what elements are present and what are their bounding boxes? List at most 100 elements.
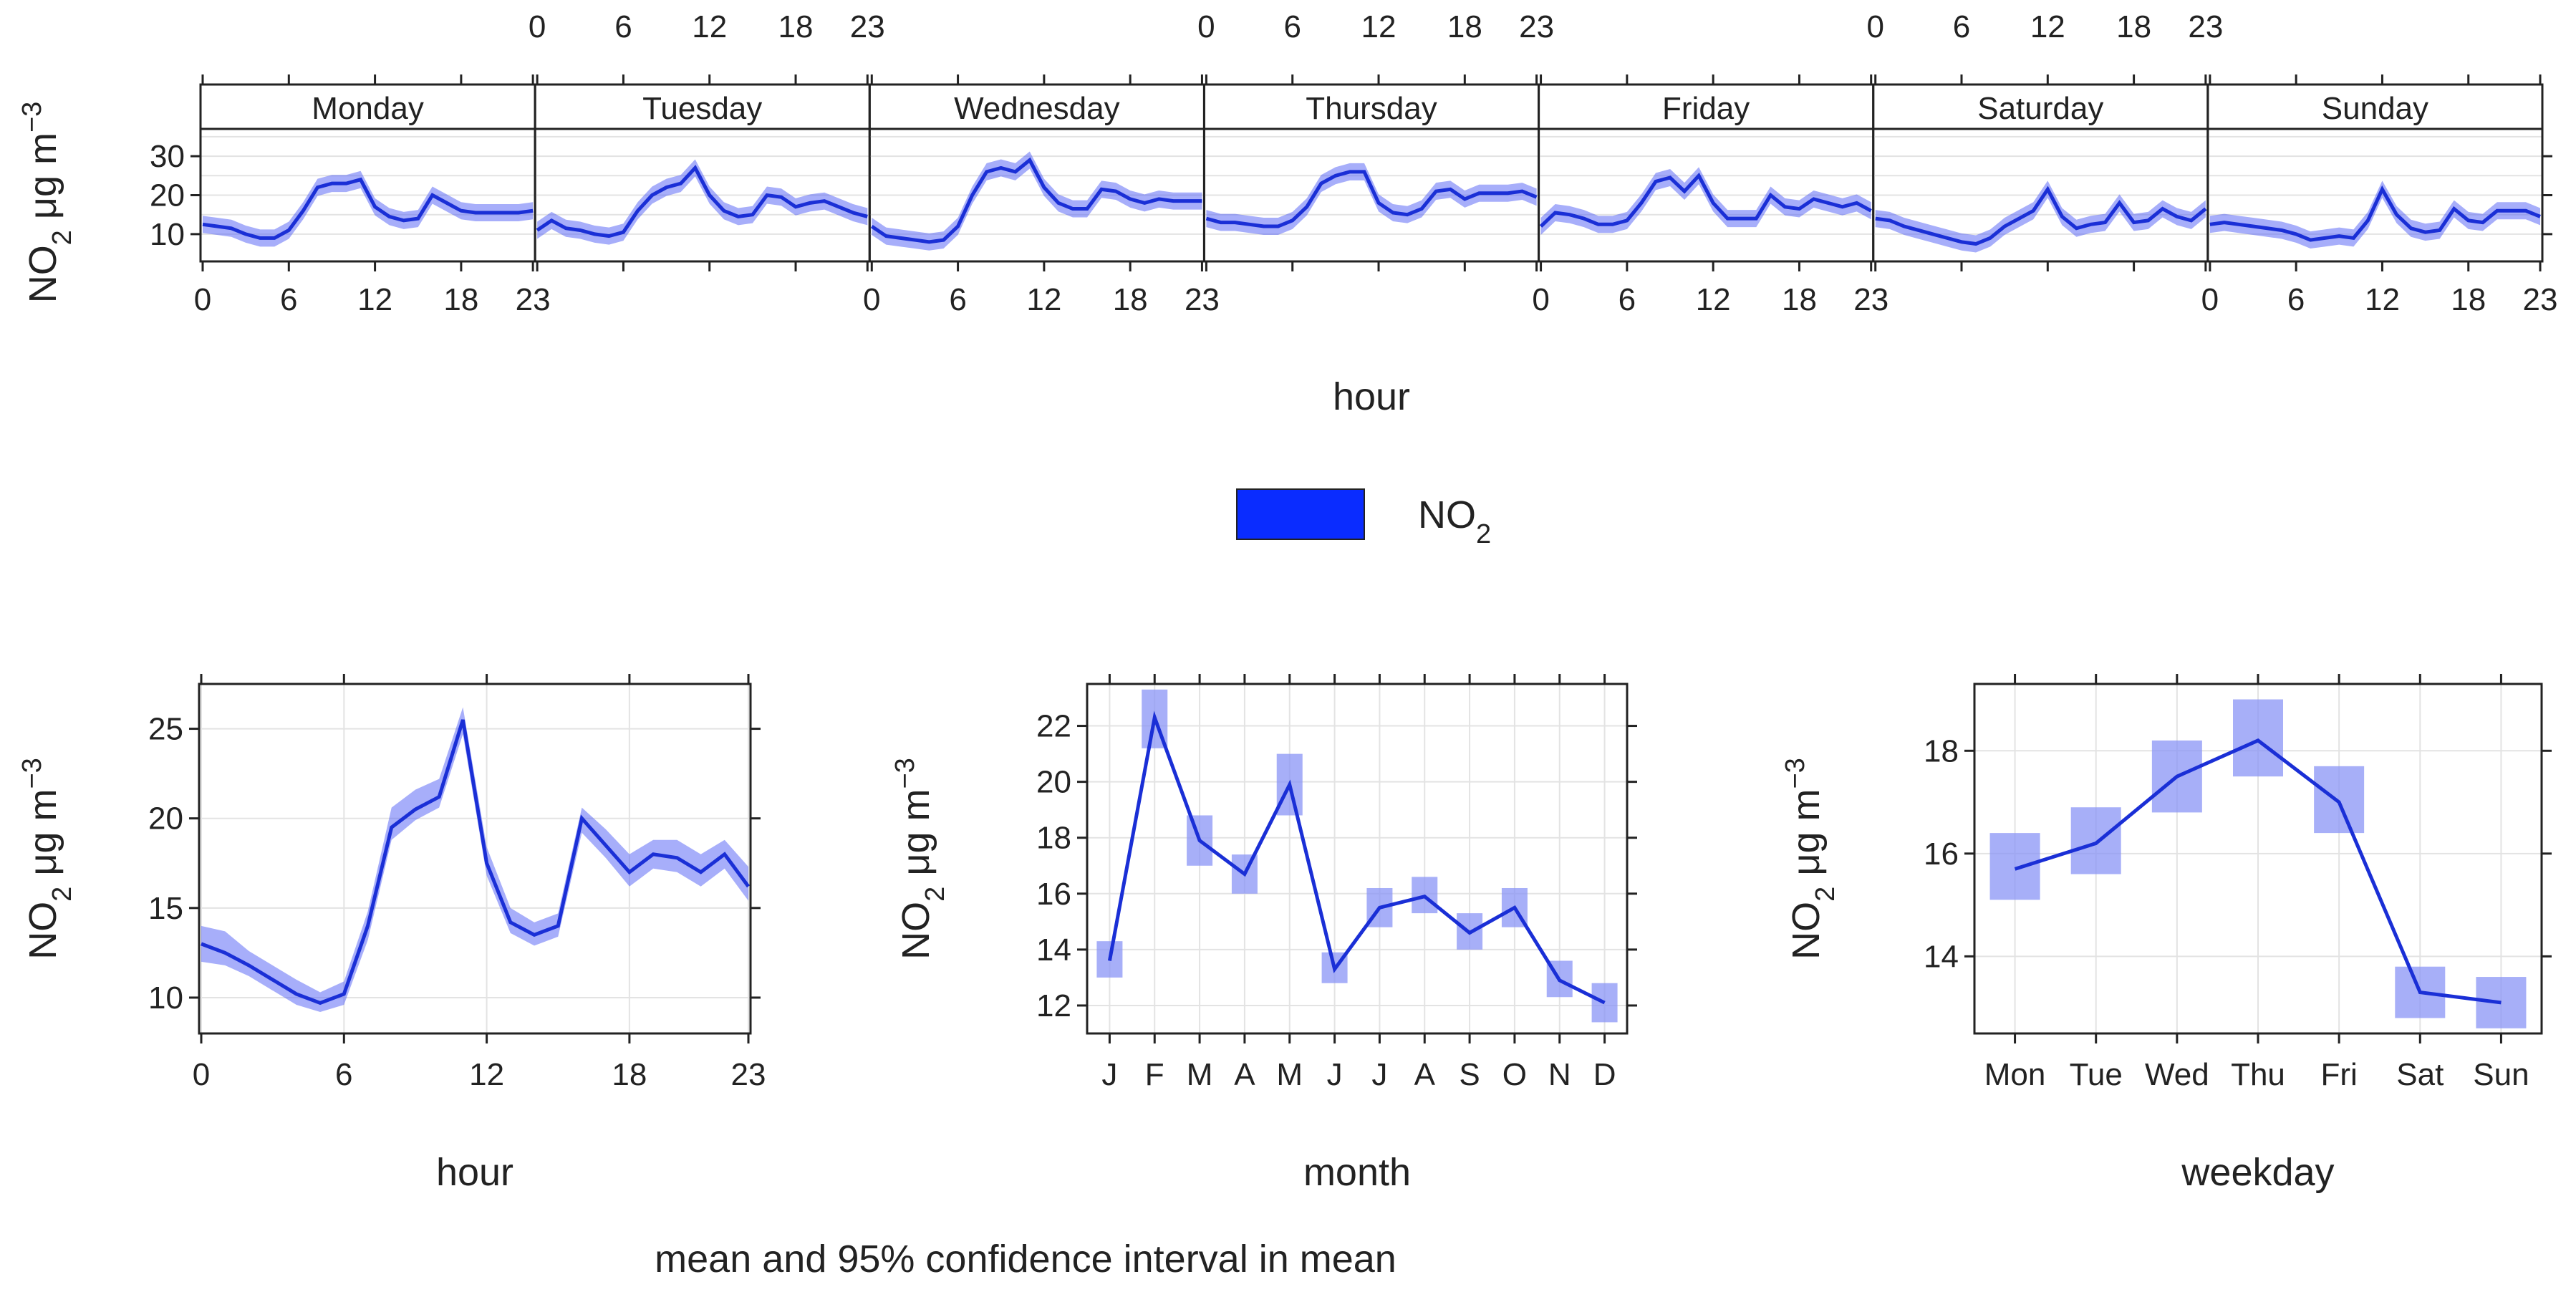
x-tick-label: 12 (469, 1057, 504, 1092)
x-tick-label: N (1548, 1057, 1571, 1092)
x-tick-label: 0 (529, 9, 546, 44)
strip-label-tuesday: Tuesday (642, 91, 762, 126)
x-tick-label: J (1101, 1057, 1117, 1092)
strip-label-friday: Friday (1662, 91, 1750, 126)
mean-line-weekday (2014, 738, 2502, 1005)
y-tick-label: 16 (1924, 837, 1959, 872)
x-axis-title-weekday: weekday (2181, 1151, 2334, 1194)
x-tick-label: 6 (280, 282, 297, 317)
x-tick-label: 6 (1619, 282, 1636, 317)
y-tick-label: 25 (148, 712, 183, 747)
panel-frame (1086, 683, 1629, 1035)
y-axis-title-top: NO2 μg m−3 (17, 102, 77, 304)
x-tick-label: S (1459, 1057, 1480, 1092)
y-axis-title-hour: NO2 μg m−3 (17, 758, 77, 960)
y-tick-label: 20 (148, 801, 183, 837)
y-tick-label: 10 (150, 217, 185, 252)
mean-line-monday (202, 177, 534, 240)
mean-line-hour (201, 719, 751, 1006)
y-tick-label: 20 (1036, 765, 1071, 800)
x-tick-label: 23 (516, 282, 551, 317)
x-tick-label: 23 (1853, 282, 1888, 317)
x-tick-label: 23 (731, 1057, 766, 1092)
y-tick-label: 12 (1036, 988, 1071, 1023)
x-tick-label: 23 (1185, 282, 1220, 317)
mean-line-sunday (2209, 185, 2541, 242)
strip-label-monday: Monday (312, 91, 424, 126)
mean-line-wednesday (870, 157, 1202, 244)
y-tick-label: 14 (1036, 932, 1071, 968)
x-tick-label: 18 (443, 282, 478, 317)
ci-box-thu (2233, 699, 2283, 777)
strip-label-saturday: Saturday (1977, 91, 2103, 126)
x-tick-label: Mon (1984, 1057, 2046, 1092)
x-tick-label: 18 (1113, 282, 1148, 317)
x-tick-label: 6 (335, 1057, 352, 1092)
x-tick-label: 18 (2116, 9, 2151, 44)
x-tick-label: 23 (850, 9, 885, 44)
x-tick-label: O (1502, 1057, 1527, 1092)
x-tick-label: 6 (614, 9, 632, 44)
y-axis-title-weekday: NO2 μg m−3 (1780, 758, 1841, 960)
hour-chart: 10 15 20 25 0 6 12 18 23 NO2 μg m−3 hour (17, 674, 766, 1194)
ci-box-tue (2070, 807, 2121, 874)
x-tick-label: 0 (2201, 282, 2219, 317)
panel-frame (198, 683, 752, 1035)
y-tick-label: 18 (1924, 733, 1959, 768)
mean-line-saturday (1875, 185, 2207, 246)
x-tick-label: 6 (2287, 282, 2305, 317)
x-tick-label: D (1593, 1057, 1616, 1092)
legend: NO2 (1236, 488, 1491, 549)
strip-label-sunday: Sunday (2322, 91, 2428, 126)
x-tick-label: 0 (1197, 9, 1215, 44)
ci-band-thursday (1206, 163, 1537, 235)
y-tick-label: 18 (1036, 821, 1071, 856)
x-tick-label: Tue (2070, 1057, 2123, 1092)
ci-band-saturday (1875, 180, 2206, 253)
y-tick-label: 22 (1036, 709, 1071, 744)
x-tick-label: A (1414, 1057, 1436, 1092)
x-tick-label: Sat (2396, 1057, 2444, 1092)
mean-line-month (1107, 710, 1606, 1005)
legend-swatch-no2 (1236, 488, 1365, 540)
y-tick-label: 30 (150, 139, 185, 174)
x-tick-label: 12 (357, 282, 392, 317)
x-tick-label: 0 (1866, 9, 1883, 44)
x-tick-label: 23 (2188, 9, 2223, 44)
y-tick-label: 14 (1924, 939, 1959, 974)
weekday-chart: 14 16 18 Mon Tue Wed Thu Fri Sat Sun NO2 μg m−3 wee… (1780, 674, 2552, 1194)
strip-label-thursday: Thursday (1306, 91, 1437, 126)
x-axis-title-hour: hour (436, 1151, 513, 1194)
x-tick-label: 12 (1696, 282, 1731, 317)
x-tick-label: 18 (778, 9, 814, 44)
x-tick-label: M (1276, 1057, 1303, 1092)
x-axis-title-top: hour (1333, 375, 1410, 418)
x-tick-label: 18 (2451, 282, 2486, 317)
x-tick-label: 12 (2365, 282, 2400, 317)
y-tick-label: 15 (148, 891, 183, 926)
x-tick-label: 12 (692, 9, 727, 44)
ci-band-wednesday (872, 151, 1202, 251)
y-tick-label: 16 (1036, 877, 1071, 912)
y-tick-label: 20 (150, 178, 185, 213)
x-tick-label: 23 (2523, 282, 2558, 317)
x-tick-label: 0 (194, 282, 211, 317)
y-axis-title-month: NO2 μg m−3 (890, 758, 950, 960)
x-tick-label: J (1371, 1057, 1387, 1092)
x-tick-label: J (1327, 1057, 1343, 1092)
x-axis-title-month: month (1303, 1151, 1411, 1194)
x-tick-label: 18 (612, 1057, 647, 1092)
ci-box-mon (1989, 833, 2040, 900)
ci-band-friday (1540, 167, 1871, 235)
hour-by-weekday-chart: Monday 0 6 12 18 23 Tuesday 0 6 12 18 23 Wednesday 0 6… (17, 9, 2557, 418)
ci-box-fri (2314, 766, 2365, 834)
ci-band-tuesday (537, 159, 868, 245)
mean-line-tuesday (536, 165, 868, 238)
x-tick-label: A (1234, 1057, 1255, 1092)
x-tick-label: 18 (1447, 9, 1482, 44)
ci-band (201, 707, 748, 1012)
x-tick-label: 0 (863, 282, 880, 317)
x-tick-label: 18 (1782, 282, 1817, 317)
